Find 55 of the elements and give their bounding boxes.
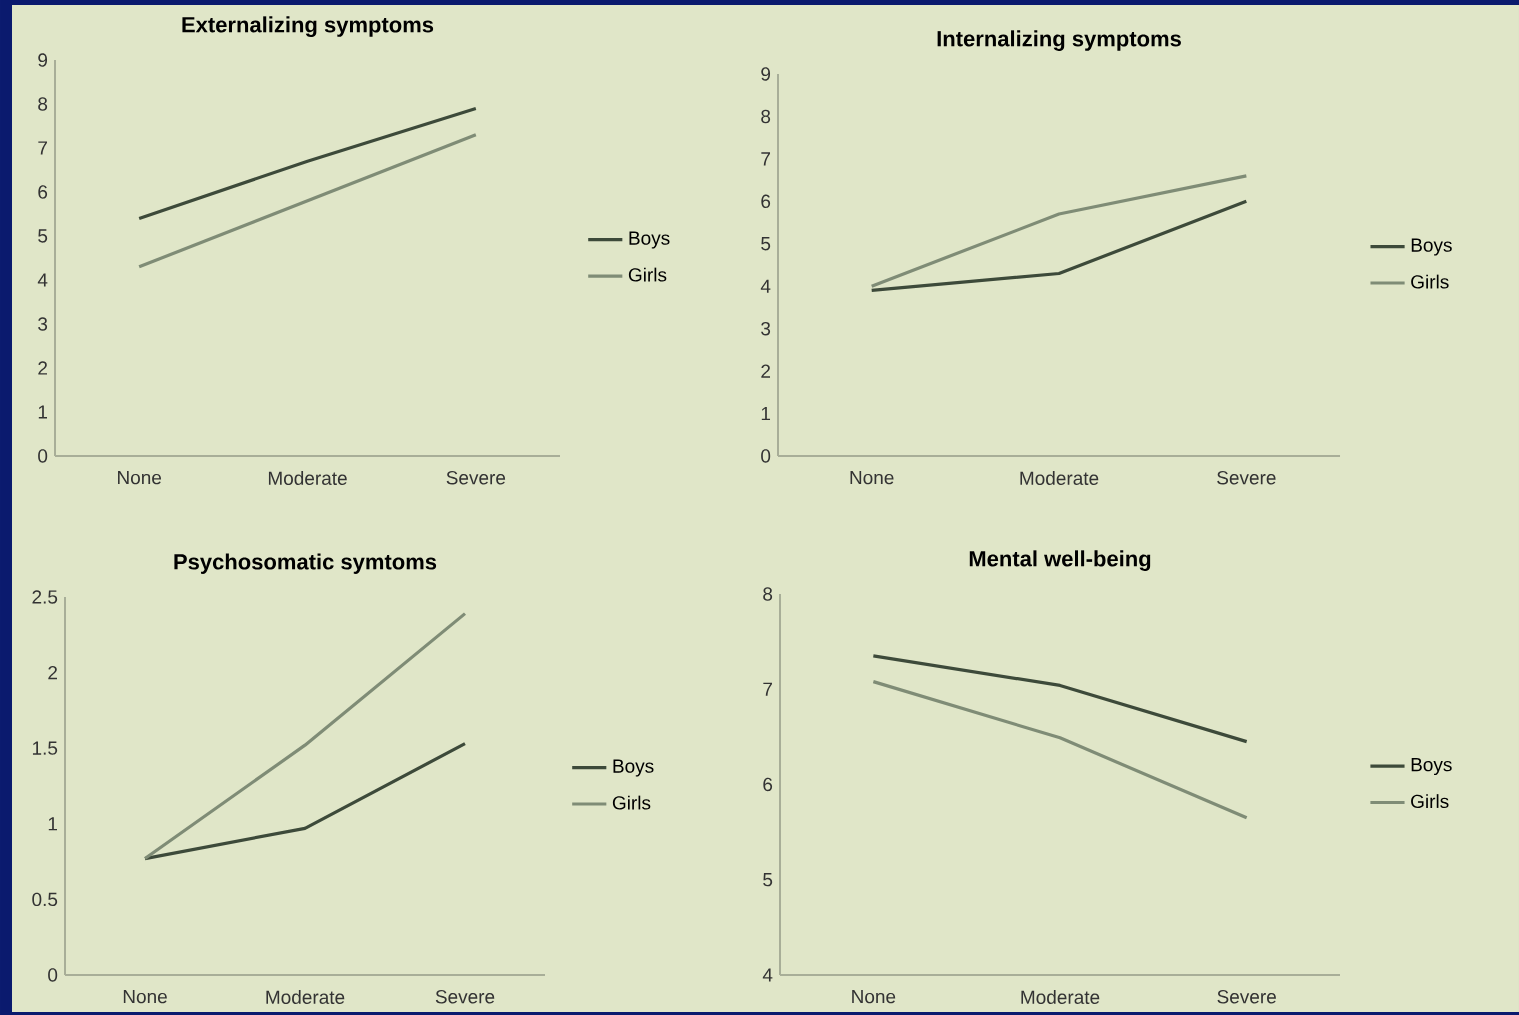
x-tick-label: Moderate <box>1020 471 1099 485</box>
y-tick-label: 2 <box>38 361 47 375</box>
chart-title: Psychosomatic symtoms <box>174 553 437 574</box>
y-tick-label: 4 <box>760 279 771 293</box>
legend-label: Girls <box>612 795 651 810</box>
y-tick-label: 6 <box>761 194 771 209</box>
y-tick-label: 8 <box>761 109 771 124</box>
y-tick-label: 1 <box>48 817 57 831</box>
y-tick-label: 3 <box>761 321 771 336</box>
y-tick-label: 9 <box>761 67 771 81</box>
x-tick-label: Severe <box>446 471 506 485</box>
legend-label: Girls <box>628 267 667 282</box>
y-tick-label: 2 <box>48 665 57 680</box>
legend-label: Boys <box>629 231 670 249</box>
x-tick-label: Moderate <box>1021 990 1100 1005</box>
x-tick-label: None <box>852 990 896 1004</box>
y-tick-label: 8 <box>763 587 773 601</box>
y-tick-label: 5 <box>763 873 773 887</box>
x-tick-label: None <box>123 990 167 1004</box>
chart-title: Internalizing symptoms <box>937 30 1181 51</box>
y-tick-label: 2 <box>761 364 771 378</box>
y-tick-label: 0 <box>761 449 771 463</box>
legend-label: Girls <box>1411 794 1449 809</box>
y-tick-label: 7 <box>761 152 771 166</box>
y-tick-label: 1.5 <box>32 741 58 755</box>
y-tick-label: 0 <box>38 449 48 463</box>
x-tick-label: Moderate <box>266 990 345 1005</box>
chart-title: Mental well-being <box>969 550 1151 571</box>
x-tick-label: None <box>118 471 162 485</box>
y-tick-label: 0.5 <box>32 892 58 907</box>
x-tick-label: Severe <box>1217 471 1276 485</box>
y-tick-label: 9 <box>38 53 48 67</box>
y-tick-label: 0 <box>48 968 58 982</box>
chart-title: Externalizing symptoms <box>182 16 434 37</box>
x-tick-label: None <box>850 471 894 485</box>
legend-label: Girls <box>1411 274 1449 289</box>
y-tick-label: 7 <box>763 682 773 696</box>
x-tick-label: Severe <box>435 990 495 1004</box>
y-tick-label: 6 <box>38 185 48 199</box>
y-tick-label: 1 <box>38 405 47 419</box>
y-tick-label: 5 <box>761 237 771 251</box>
y-tick-label: 4 <box>762 968 773 982</box>
y-tick-label: 5 <box>38 229 48 243</box>
y-tick-label: 4 <box>37 273 48 287</box>
x-tick-label: Severe <box>1217 990 1276 1004</box>
y-tick-label: 8 <box>38 97 48 111</box>
legend-label: Boys <box>1411 758 1452 776</box>
y-tick-label: 1 <box>761 406 771 421</box>
y-tick-label: 2.5 <box>32 590 58 604</box>
y-tick-label: 6 <box>763 777 773 792</box>
legend-label: Boys <box>1411 238 1452 256</box>
y-tick-label: 3 <box>38 317 48 331</box>
y-tick-label: 7 <box>38 141 47 155</box>
legend-label: Boys <box>613 759 654 777</box>
x-tick-label: Moderate <box>268 471 347 485</box>
